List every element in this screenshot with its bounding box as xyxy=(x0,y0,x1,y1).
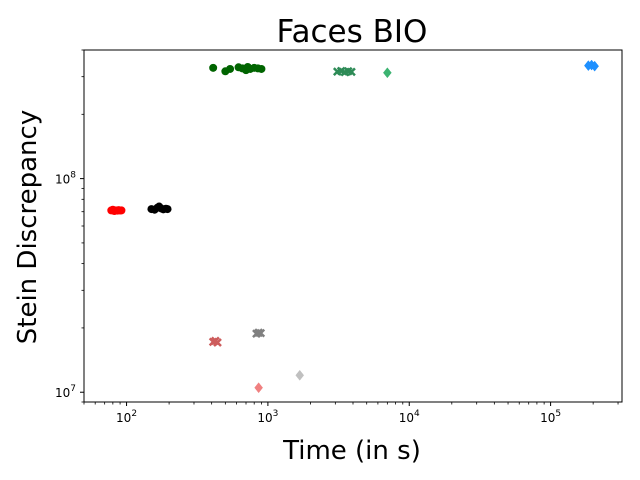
series-5 xyxy=(584,59,599,72)
data-point xyxy=(117,206,126,215)
plot-frame xyxy=(83,49,623,403)
x-tick-label: 103 xyxy=(257,409,278,425)
series-8 xyxy=(254,382,263,394)
x-axis-label: Time (in s) xyxy=(282,436,421,466)
y-tick-label: 107 xyxy=(55,384,76,400)
data-point xyxy=(295,369,305,381)
data-point xyxy=(213,338,222,347)
data-point-stroke xyxy=(343,66,353,76)
data-point xyxy=(383,67,392,79)
series-9 xyxy=(295,369,305,381)
data-point xyxy=(163,205,172,214)
x-tick-label: 102 xyxy=(116,409,137,425)
data-point-stroke xyxy=(347,67,356,77)
y-tick-label: 108 xyxy=(55,171,76,187)
data-point xyxy=(257,64,266,73)
series-0 xyxy=(107,205,126,216)
x-tick-label: 105 xyxy=(540,409,561,425)
series-2 xyxy=(209,63,266,76)
series-4 xyxy=(383,67,392,79)
series-7 xyxy=(252,328,266,339)
plot-area: 102 103 104 105 107 108 xyxy=(55,49,623,425)
x-tick-label: 104 xyxy=(399,409,420,425)
data-point xyxy=(347,67,356,77)
chart-title: Faces BIO xyxy=(277,14,428,50)
x-minor-ticks xyxy=(83,402,619,405)
data-point-stroke xyxy=(256,328,266,338)
data-point-stroke xyxy=(213,338,222,347)
data-point xyxy=(590,60,599,72)
series-1 xyxy=(147,202,172,214)
series-6 xyxy=(208,336,222,347)
data-point xyxy=(209,63,218,72)
data-point xyxy=(226,64,235,73)
data-point-stroke xyxy=(336,66,346,76)
data-point xyxy=(256,328,266,338)
y-minor-ticks xyxy=(81,49,84,403)
data-point xyxy=(254,382,263,394)
series-3 xyxy=(332,66,356,77)
y-axis-label: Stein Discrepancy xyxy=(13,110,43,344)
